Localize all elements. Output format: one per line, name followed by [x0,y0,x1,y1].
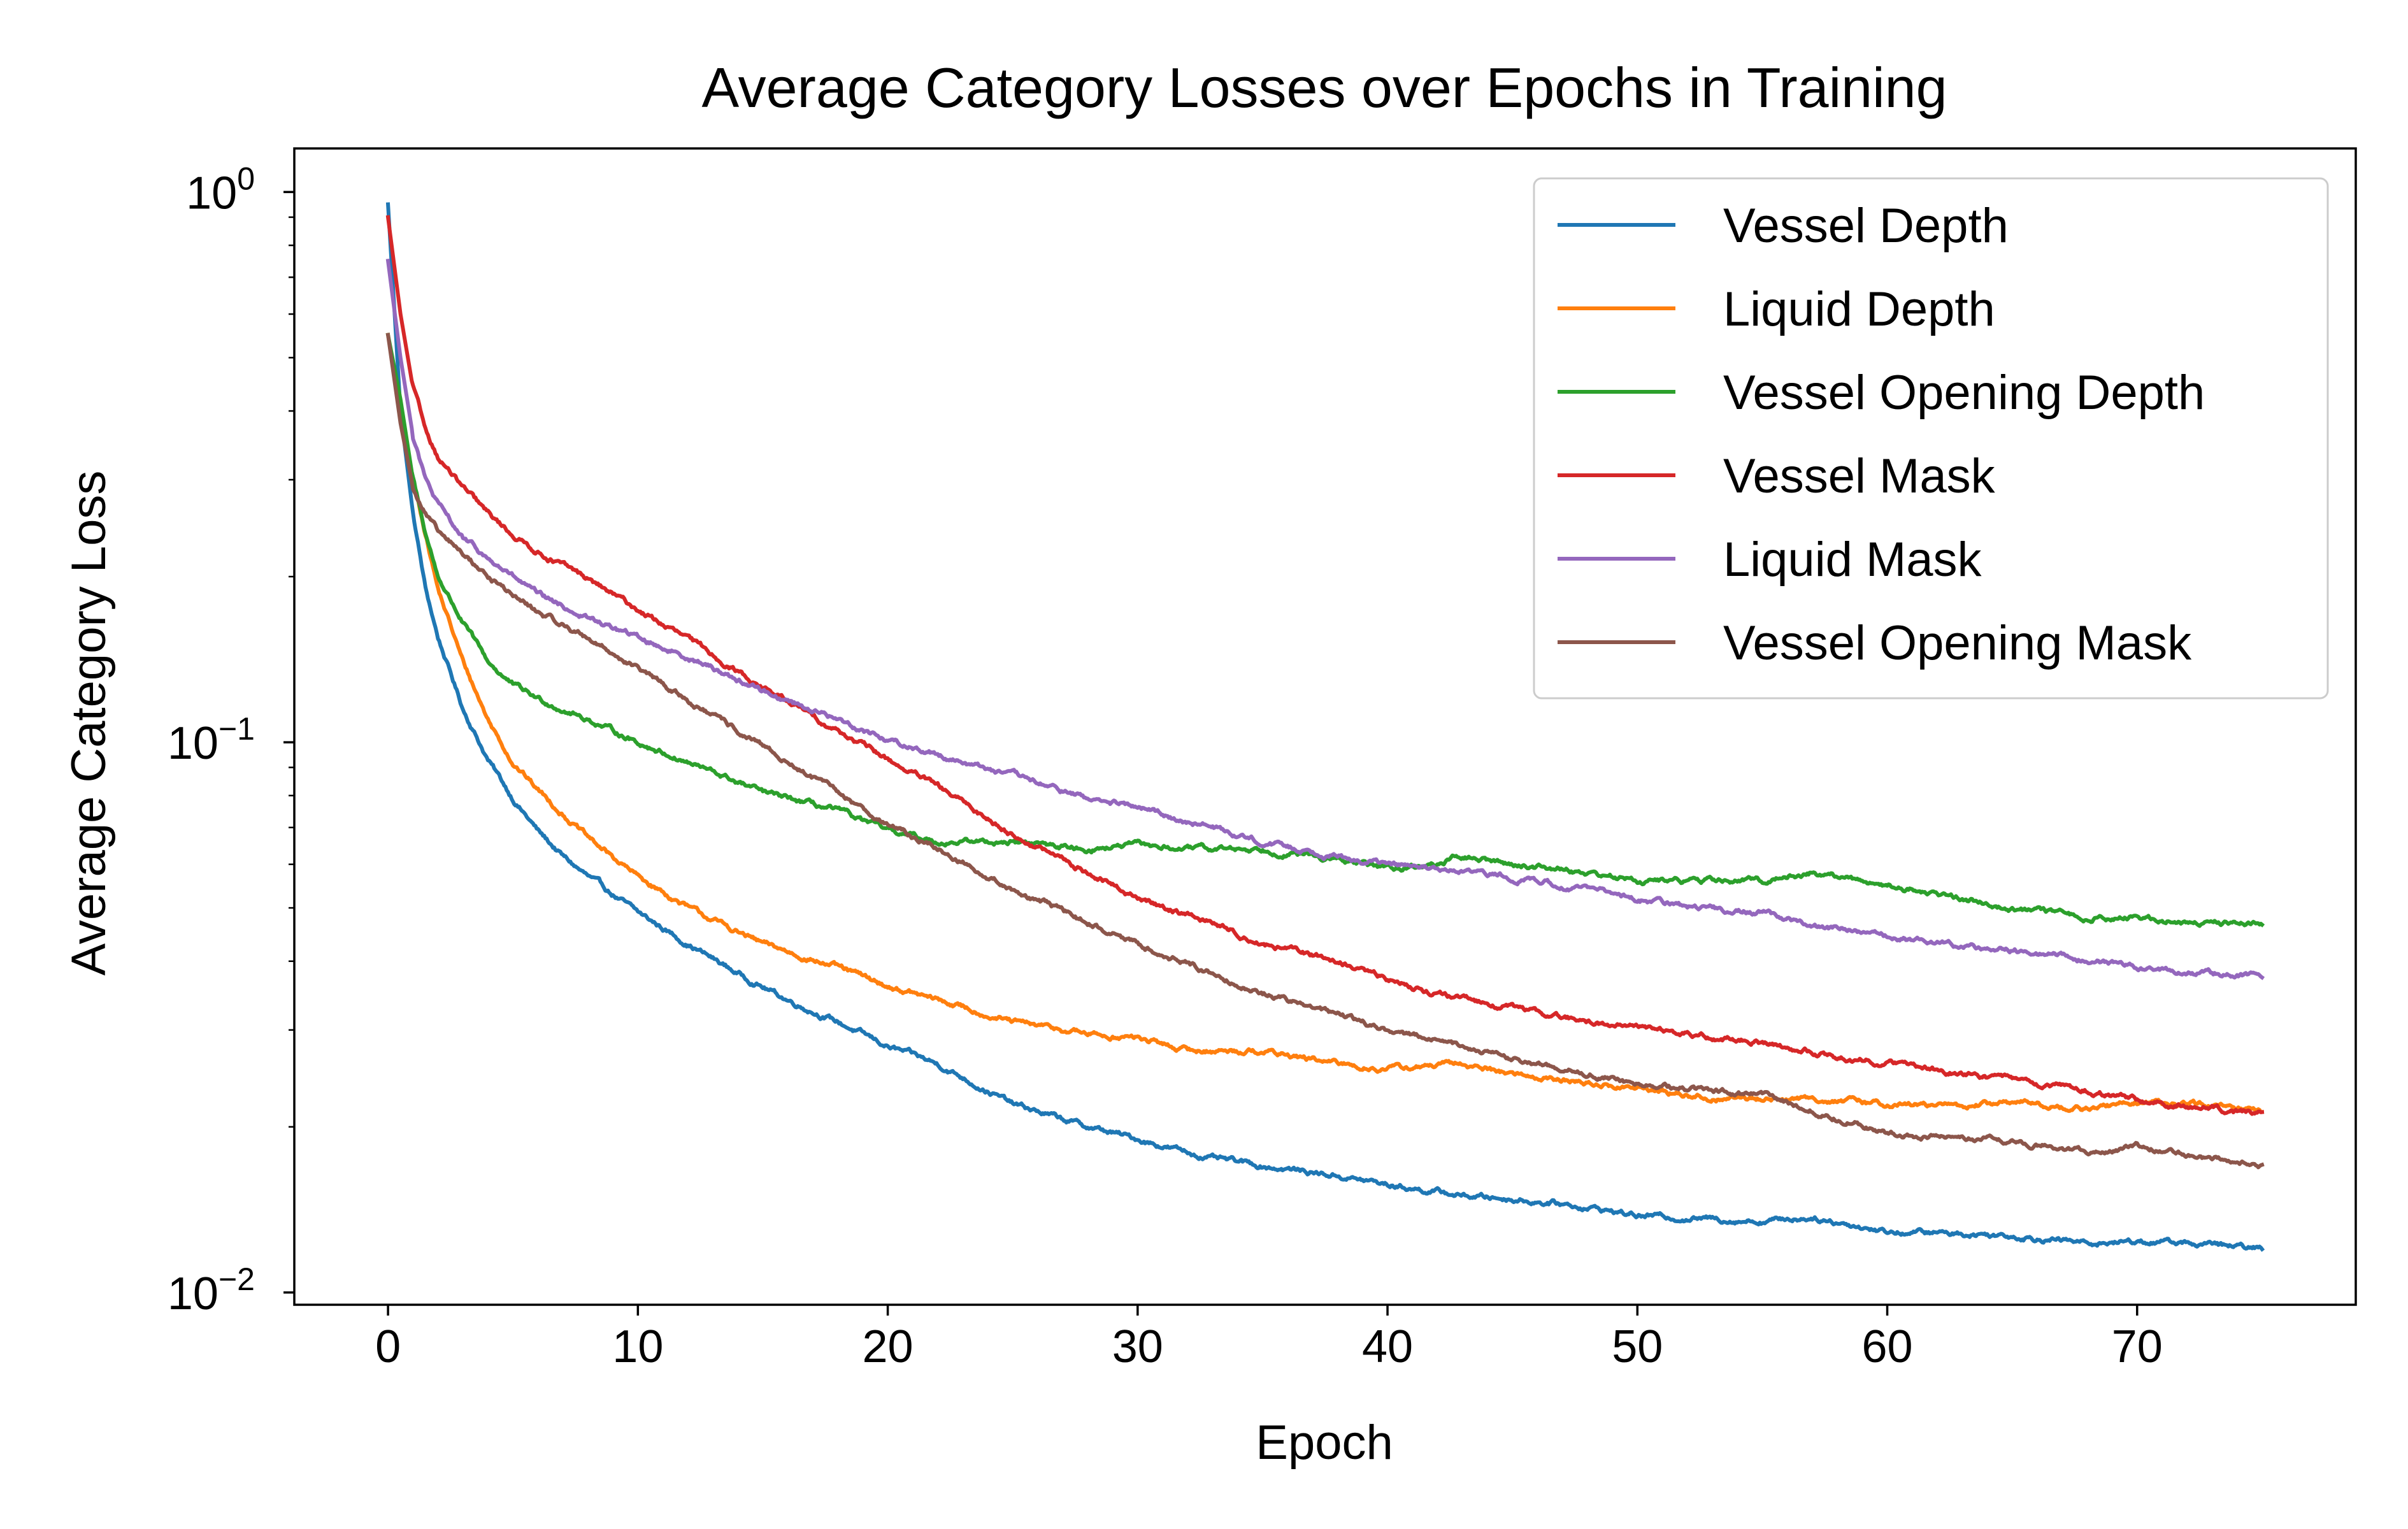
y-axis-ticks: 10−2 10−1 100 [168,161,294,1319]
legend-label-vessel-opening-mask: Vessel Opening Mask [1723,616,2192,670]
plot-area [293,147,2357,1306]
series-line-vessel-depth [385,202,2265,1253]
legend-label-liquid-mask: Liquid Mask [1723,533,1982,587]
legend-label-vessel-depth: Vessel Depth [1723,199,2009,253]
x-tick-label: 0 [375,1321,401,1372]
x-tick-label: 30 [1112,1321,1163,1372]
x-tick-label: 10 [612,1321,663,1372]
series-line-liquid-depth [385,333,2265,1114]
x-tick-label: 70 [2112,1321,2163,1372]
y-tick-label: 10−2 [168,1261,255,1319]
x-tick-label: 50 [1612,1321,1663,1372]
chart-title: Average Category Losses over Epochs in T… [701,56,1947,119]
legend: Vessel Depth Liquid Depth Vessel Opening D… [1533,177,2329,700]
y-tick-label: 100 [186,161,255,219]
x-tick-label: 60 [1861,1321,1912,1372]
legend-box [1533,177,2329,700]
series-line-vessel-opening-mask [385,333,2265,1170]
legend-label-vessel-mask: Vessel Mask [1723,449,1996,503]
x-axis-label: Epoch [1256,1416,1393,1470]
series-line-liquid-mask [385,258,2265,980]
y-axis-label: Average Category Loss [62,471,116,976]
x-tick-label: 40 [1362,1321,1413,1372]
series-line-vessel-mask [385,215,2265,1116]
y-tick-label: 10−1 [168,711,255,769]
x-axis-ticks: 0 10 20 30 40 50 60 70 [375,1305,2163,1372]
x-tick-label: 20 [863,1321,914,1372]
series-lines [385,202,2265,1253]
plot-frame [293,147,2357,1306]
legend-label-vessel-opening-depth: Vessel Opening Depth [1723,366,2205,420]
legend-label-liquid-depth: Liquid Depth [1723,282,1995,336]
